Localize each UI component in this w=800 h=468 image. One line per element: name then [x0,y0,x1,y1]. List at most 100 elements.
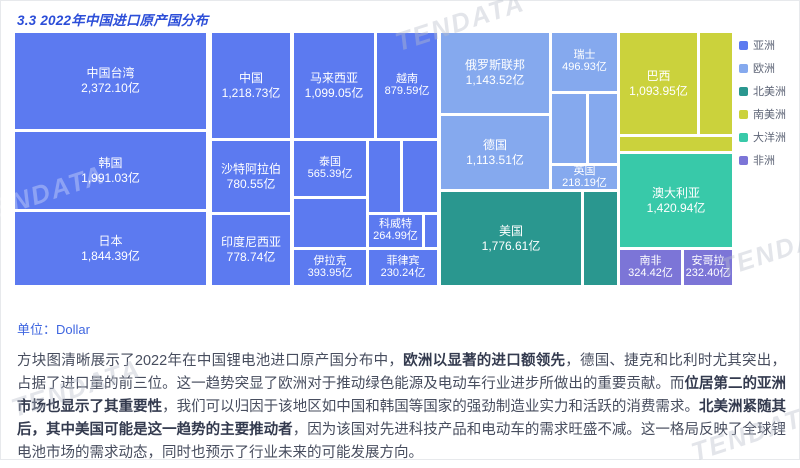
treemap-cell[interactable] [715,154,732,181]
treemap-cell-value: 778.74亿 [226,250,276,264]
legend-label: 北美洲 [753,86,786,98]
treemap-cell[interactable] [425,215,437,247]
treemap-cell-value: 264.99亿 [373,230,418,242]
treemap-cell[interactable]: 瑞士 496.93亿 [552,33,617,91]
treemap-cell[interactable] [369,141,400,212]
treemap-cell-country: 英国 [573,166,596,177]
legend-label: 大洋洲 [753,132,786,144]
treemap-cell-country: 韩国 [98,155,123,170]
legend-swatch-icon [739,109,748,119]
treemap-cell-country: 美国 [498,223,523,238]
analysis-text: ，德国、捷克和比利时尤其突出，占据了进口量的前三位。这一趋势突显了欧洲对于推动绿… [17,353,787,392]
treemap-cell-value: 496.93亿 [562,61,607,73]
treemap-cell[interactable]: 越南 879.59亿 [377,33,437,138]
treemap-cell-country: 澳大利亚 [651,185,700,200]
legend-label: 亚洲 [753,40,775,52]
legend-label: 非洲 [753,155,775,167]
treemap-cell[interactable] [552,94,586,163]
treemap-cell-country: 菲律宾 [386,254,420,267]
treemap-cell[interactable] [620,137,732,151]
treemap-cell[interactable]: 韩国 1,991.03亿 [15,132,206,209]
chart-legend: 亚洲欧洲北美洲南美洲大洋洲非洲 [739,37,786,168]
analysis-text-bold: 北美洲紧随其后，其中美国可能是这一趋势的主要推动者 [17,399,787,438]
treemap-chart: 中国台湾 2,372.10亿 韩国 1,991.03亿 日本 1,844.39亿 中国 1,2… [15,33,732,285]
treemap-cell[interactable] [589,94,617,163]
treemap-cell[interactable]: 中国 1,218.73亿 [212,33,290,138]
legend-swatch-icon [739,40,748,50]
legend-item-europe[interactable]: 欧洲 [739,60,786,76]
legend-swatch-icon [739,155,748,165]
treemap-cell-country: 泰国 [319,155,341,168]
treemap-cell-value: 232.40亿 [685,266,731,279]
treemap-cell-value: 780.55亿 [226,176,276,191]
treemap-cell-value: 565.39亿 [307,167,353,180]
treemap-cell-country: 安哥拉 [691,254,725,267]
treemap-cell-country: 沙特阿拉伯 [220,161,281,176]
treemap-cell-country: 科威特 [379,218,412,231]
treemap-cell[interactable]: 日本 1,844.39亿 [15,212,206,285]
legend-label: 南美洲 [753,109,786,121]
legend-item-southamerica[interactable]: 南美洲 [739,106,786,122]
analysis-text-bold: 位居第二的亚洲市场也显示了其重要性 [17,376,787,415]
unit-label: 单位：Dollar [17,319,90,338]
treemap-cell-country: 马来西亚 [309,70,358,85]
treemap-cell-value: 218.19亿 [562,176,607,189]
treemap-cell-country: 印度尼西亚 [220,235,281,249]
treemap-cell-value: 879.59亿 [384,84,430,97]
treemap-cell-value: 393.95亿 [307,266,353,279]
analysis-text-bold: 欧洲以显著的进口额领先 [403,353,566,369]
analysis-paragraph: 方块图清晰展示了2022年在中国锂电池进口原产国分布中，欧洲以显著的进口额领先，… [17,350,786,465]
legend-swatch-icon [739,132,748,142]
legend-label: 欧洲 [753,63,775,75]
treemap-cell[interactable]: 安哥拉 232.40亿 [684,250,732,285]
legend-item-northamerica[interactable]: 北美洲 [739,83,786,99]
treemap-cell-country: 俄罗斯联邦 [464,58,525,72]
treemap-cell-value: 1,099.05亿 [304,85,364,100]
treemap-cell[interactable] [700,33,732,134]
page-title: 3.3 2022年中国进口原产国分布 [17,13,209,28]
legend-swatch-icon [739,86,748,96]
treemap-cell-value: 324.42亿 [628,266,673,279]
unit-value: Dollar [56,322,90,337]
treemap-cell-value: 2,372.10亿 [81,81,140,95]
treemap-cell-country: 越南 [396,72,418,85]
treemap-cell-value: 1,113.51亿 [466,152,524,167]
treemap-cell[interactable]: 科威特 264.99亿 [369,215,422,247]
treemap-cell-country: 南非 [639,254,662,267]
treemap-cell-country: 德国 [482,137,507,152]
treemap-cell[interactable] [294,199,366,247]
treemap-cell[interactable]: 沙特阿拉伯 780.55亿 [212,141,290,212]
treemap-cell[interactable]: 泰国 565.39亿 [294,141,366,196]
treemap-cell-country: 伊拉克 [313,254,347,267]
treemap-cell-value: 1,776.61亿 [481,238,541,253]
unit-label-text: 单位： [17,322,57,337]
treemap-cell[interactable]: 英国 218.19亿 [552,166,617,189]
treemap-cell[interactable]: 巴西 1,093.95亿 [620,33,697,134]
treemap-cell[interactable]: 德国 1,113.51亿 [441,116,549,189]
treemap-cell-value: 1,143.52亿 [465,73,525,87]
treemap-cell-value: 230.24亿 [380,266,426,279]
treemap-cell-value: 1,420.94亿 [646,200,706,215]
treemap-cell[interactable]: 澳大利亚 1,420.94亿 [620,154,732,247]
treemap-cell-value: 1,991.03亿 [81,170,140,185]
treemap-cell-country: 中国台湾 [86,66,135,80]
treemap-cell-country: 中国 [238,70,263,85]
treemap-cell[interactable]: 菲律宾 230.24亿 [369,250,437,285]
analysis-text: ，我们可以归因于该地区如中国和韩国等国家的强劲制造业实力和活跃的消费需求。 [162,399,699,415]
treemap-cell[interactable] [403,141,437,212]
legend-item-asia[interactable]: 亚洲 [739,37,786,53]
treemap-cell-value: 1,093.95亿 [629,83,688,98]
treemap-cell[interactable]: 南非 324.42亿 [620,250,681,285]
treemap-cell-country: 巴西 [646,68,671,83]
treemap-cell-value: 1,844.39亿 [81,248,140,263]
treemap-cell[interactable] [584,192,617,285]
treemap-cell[interactable]: 伊拉克 393.95亿 [294,250,366,285]
treemap-cell[interactable]: 俄罗斯联邦 1,143.52亿 [441,33,549,113]
treemap-cell[interactable]: 中国台湾 2,372.10亿 [15,33,206,129]
treemap-cell-value: 1,218.73亿 [221,85,281,100]
treemap-cell[interactable]: 马来西亚 1,099.05亿 [294,33,374,138]
treemap-cell[interactable]: 美国 1,776.61亿 [441,192,581,285]
legend-item-africa[interactable]: 非洲 [739,152,786,168]
legend-item-oceania[interactable]: 大洋洲 [739,129,786,145]
treemap-cell[interactable]: 印度尼西亚 778.74亿 [212,215,290,285]
